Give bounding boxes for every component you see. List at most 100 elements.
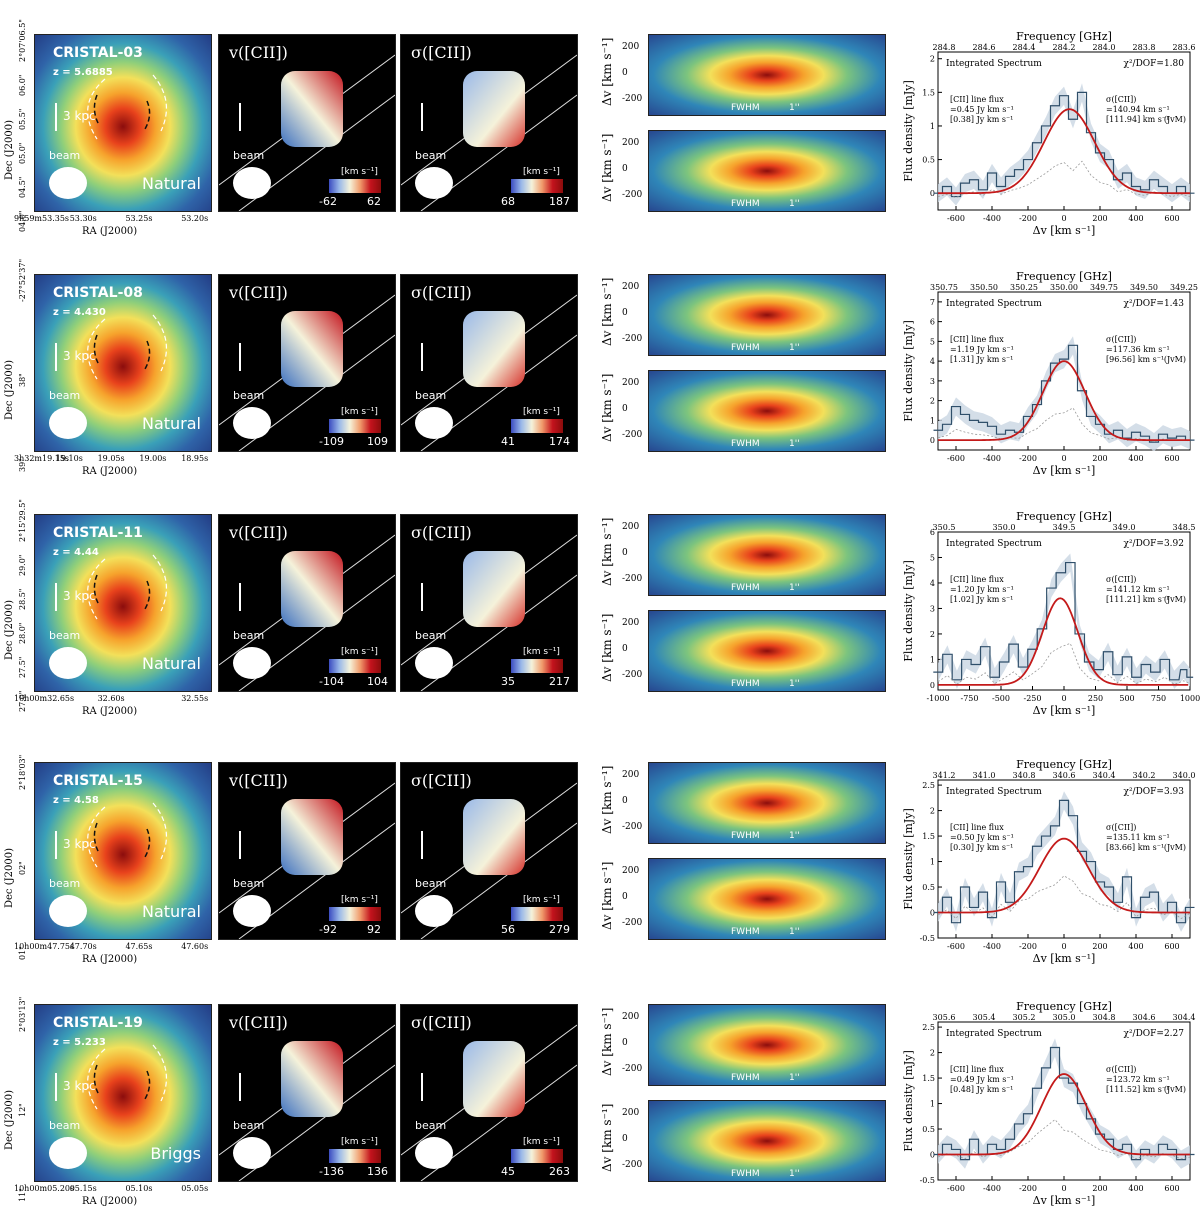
- colorbar-unit: [km s⁻¹]: [523, 1137, 560, 1147]
- freq-tick-label: 349.50: [1130, 283, 1158, 292]
- beam-ellipse: [49, 647, 87, 679]
- pv-tick-label: 0: [622, 164, 628, 174]
- flux-value: =0.45 Jy km s⁻¹: [950, 105, 1014, 114]
- x-tick-label: 0: [1061, 214, 1066, 223]
- x-tick-label: -400: [983, 1184, 1001, 1193]
- spectrum-ylabel: Flux density [mJy]: [902, 1050, 915, 1152]
- dec-tick-label: 27.5": [18, 656, 27, 679]
- x-tick-label: 400: [1128, 942, 1143, 951]
- chi2-label: χ²/DOF=1.43: [1123, 299, 1184, 309]
- sigma-value: =140.94 km s⁻¹: [1106, 105, 1170, 114]
- dispersion-map: σ([CII]) beam [km s⁻¹] 68 187: [400, 34, 578, 212]
- jvm-label: (JvM): [1164, 843, 1186, 852]
- ra-tick-label: 10h00m32.65s: [14, 694, 75, 703]
- slit-lines: [401, 534, 577, 691]
- sigma-label: σ([CII]): [1106, 575, 1136, 584]
- pv-tick-label: -200: [622, 918, 643, 928]
- map-title: v([CII]): [229, 283, 288, 302]
- dispersion-map: σ([CII]) beam [km s⁻¹] 45 263: [400, 1004, 578, 1182]
- scale-bar: [421, 1073, 423, 1101]
- x-tick-label: 0: [1061, 1184, 1066, 1193]
- arcsec-label: 1'': [789, 1073, 800, 1083]
- dec-tick-label: 2°15'29.5": [18, 499, 27, 542]
- freq-axis-title: Frequency [GHz]: [1016, 1000, 1112, 1013]
- scale-bar-label: 3 kpc: [63, 837, 96, 851]
- spectrum-xlabel: Δv [km s⁻¹]: [1033, 704, 1096, 717]
- sigma-value: =123.72 km s⁻¹: [1106, 1075, 1170, 1084]
- flux-label: [CII] line flux: [950, 335, 1004, 344]
- colorbar-unit: [km s⁻¹]: [341, 1137, 378, 1147]
- pv-tick-label: 0: [622, 892, 628, 902]
- pv-tick-label: -200: [622, 94, 643, 104]
- ra-tick-label: 47.60s: [181, 942, 209, 951]
- freq-axis-title: Frequency [GHz]: [1016, 30, 1112, 43]
- colorbar: [511, 179, 563, 193]
- flux-jvm-value: [0.30] Jy km s⁻¹: [950, 843, 1013, 852]
- gaussian-fit: [938, 360, 1190, 442]
- scale-bar-label: 3 kpc: [63, 589, 96, 603]
- freq-axis-title: Frequency [GHz]: [1016, 510, 1112, 523]
- colorbar-min: 41: [501, 435, 515, 448]
- pv-tick-label: 0: [622, 548, 628, 558]
- freq-tick-label: 283.6: [1173, 43, 1196, 52]
- x-tick-label: 200: [1092, 454, 1107, 463]
- freq-tick-label: 349.0: [1113, 523, 1136, 532]
- freq-tick-label: 348.5: [1173, 523, 1196, 532]
- ra-tick-label: 10h00m47.75s: [14, 942, 75, 951]
- velocity-map: v([CII]) beam [km s⁻¹] -92 92: [218, 762, 396, 940]
- sigma-label: σ([CII]): [1106, 1065, 1136, 1074]
- dec-tick-label: 29.0": [18, 554, 27, 577]
- flux-value: =0.49 Jy km s⁻¹: [950, 1075, 1014, 1084]
- colorbar: [329, 419, 381, 433]
- ra-axis-label: RA (J2000): [82, 466, 138, 477]
- x-tick-label: 400: [1128, 1184, 1143, 1193]
- spectrum-title: Integrated Spectrum: [946, 299, 1042, 309]
- redshift-label: z = 5.6885: [53, 67, 113, 78]
- x-tick-label: 0: [1061, 454, 1066, 463]
- pv-diagram: FWHM 1'': [648, 762, 886, 844]
- pv-tick-label: 0: [622, 308, 628, 318]
- slit-lines: [401, 1024, 577, 1181]
- row-cristal-08: Dec (J2000) -27°52'37" 38" 39" CRISTAL-08 z =…: [0, 259, 1200, 480]
- y-tick-label: 0: [930, 1151, 935, 1160]
- scale-bar: [239, 1073, 241, 1101]
- flux-label: [CII] line flux: [950, 95, 1004, 104]
- arcsec-label: 1'': [789, 199, 800, 209]
- arc-outer: [87, 78, 106, 140]
- kinematic-pixels: [281, 799, 343, 875]
- beam-label: beam: [415, 149, 447, 162]
- colorbar-min: 68: [501, 195, 515, 208]
- fwhm-label: FWHM: [731, 343, 760, 353]
- colorbar-min: 56: [501, 923, 515, 936]
- dispersion-map: σ([CII]) beam [km s⁻¹] 56 279: [400, 762, 578, 940]
- x-tick-label: -600: [947, 214, 965, 223]
- arc-outer: [87, 806, 106, 868]
- kinematic-pixels: [463, 311, 525, 387]
- dec-tick-label: 02": [18, 861, 27, 875]
- row-cristal-11: Dec (J2000) 2°15'29.5" 29.0" 28.5" 28.0" 27.5…: [0, 499, 1200, 720]
- arc-inner: [144, 580, 151, 610]
- gaussian-fit: [938, 837, 1190, 914]
- colorbar-max: 104: [367, 675, 388, 688]
- y-tick-label: 3: [930, 604, 935, 613]
- pv-tick-label: 200: [622, 866, 640, 876]
- freq-tick-label: 349.25: [1170, 283, 1198, 292]
- slit-lines: [401, 782, 577, 939]
- slit-lines: [219, 54, 395, 211]
- ra-axis-label: RA (J2000): [82, 706, 138, 717]
- dec-tick-label: 05.0": [18, 142, 27, 165]
- chi2-label: χ²/DOF=3.92: [1123, 539, 1184, 549]
- pv-tick-label: -200: [622, 190, 643, 200]
- x-tick-label: 200: [1092, 214, 1107, 223]
- colorbar-max: 263: [549, 1165, 570, 1178]
- x-tick-label: 0: [1061, 694, 1066, 703]
- galaxy-name: CRISTAL-11: [53, 525, 143, 541]
- freq-tick-label: 284.4: [1013, 43, 1036, 52]
- y-tick-label: 1.5: [922, 832, 935, 841]
- chi2-label: χ²/DOF=3.93: [1123, 787, 1184, 797]
- colorbar-unit: [km s⁻¹]: [523, 895, 560, 905]
- pv-ylabel: Δv [km s⁻¹]: [600, 613, 614, 682]
- moment0-map: CRISTAL-11 z = 4.44 3 kpc beam Natural: [34, 514, 212, 692]
- colorbar-min: -136: [319, 1165, 344, 1178]
- pv-ylabel: Δv [km s⁻¹]: [600, 277, 614, 346]
